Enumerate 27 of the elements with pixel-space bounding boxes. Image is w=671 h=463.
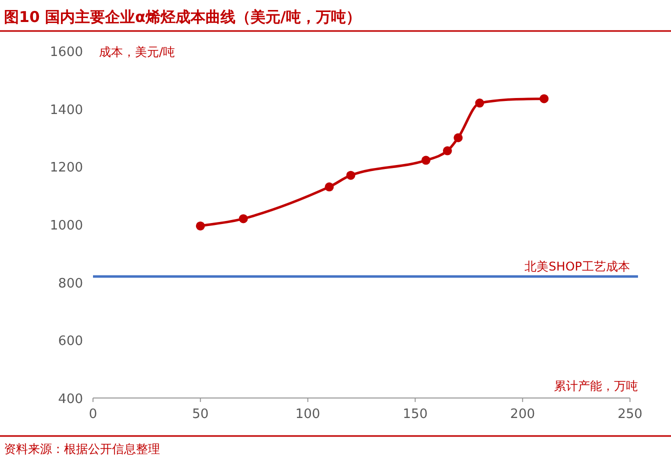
x-tick-label: 150 xyxy=(402,407,428,422)
point xyxy=(196,221,205,230)
point xyxy=(442,146,452,156)
x-tick-label: 50 xyxy=(192,407,209,422)
chart-title: 图10 国内主要企业α烯烃成本曲线（美元/吨，万吨） xyxy=(4,8,361,26)
y-tick-label: 600 xyxy=(58,334,83,350)
x-tick-label: 100 xyxy=(295,407,320,422)
point xyxy=(540,94,549,104)
point xyxy=(324,182,334,192)
x-axis-title: 累计产能，万吨 xyxy=(554,379,638,393)
text: 资料来源：根据公开信息整理 xyxy=(4,442,160,456)
x-tick-label: 250 xyxy=(618,407,642,422)
x-tick-label: 0 xyxy=(88,407,98,422)
y-tick-label: 1600 xyxy=(50,45,83,60)
y-tick-label: 1200 xyxy=(50,160,83,176)
y-tick-label: 1000 xyxy=(50,218,83,234)
y-tick-label: 1400 xyxy=(50,102,83,118)
ref-line-label: 北美SHOP工艺成本 xyxy=(524,260,630,274)
y-tick-label: 400 xyxy=(58,392,83,407)
point xyxy=(238,214,248,224)
point xyxy=(475,98,484,108)
y-tick-label: 800 xyxy=(58,276,83,292)
point xyxy=(421,156,430,165)
x-tick-label: 200 xyxy=(510,407,536,422)
point xyxy=(454,133,463,142)
y-axis-title: 成本，美元/吨 xyxy=(99,45,176,59)
point xyxy=(346,170,356,180)
